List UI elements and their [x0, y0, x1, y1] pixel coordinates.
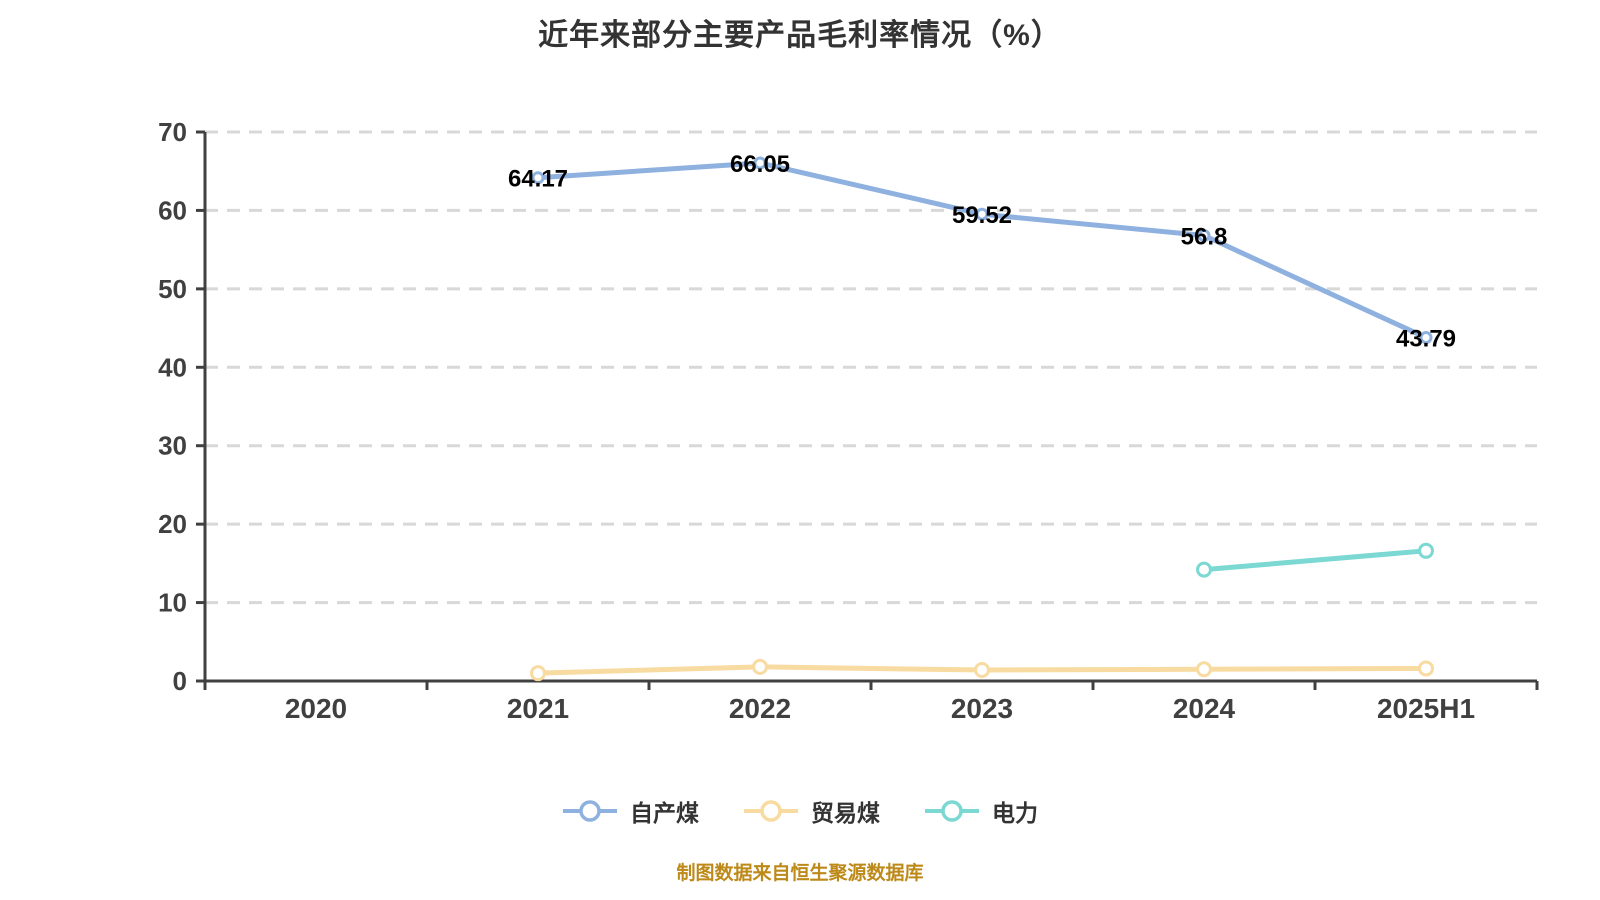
- x-axis-tick-label: 2023: [951, 693, 1013, 724]
- x-axis-tick-label: 2024: [1173, 693, 1236, 724]
- y-axis-tick-label: 30: [158, 431, 187, 461]
- y-axis-tick-label: 20: [158, 509, 187, 539]
- y-axis-tick-label: 70: [158, 117, 187, 147]
- data-point-label: 59.52: [952, 202, 1012, 229]
- axes: 0 10 20 30 40 50 60 70 2020 2021 2022 2023 2024 2025H…: [158, 117, 1539, 724]
- legend-marker-icon: [563, 800, 617, 822]
- series-2: [1196, 542, 1434, 578]
- legend-item-label: 电力: [992, 800, 1038, 826]
- y-axis-tick-label: 0: [173, 666, 187, 696]
- legend-item-贸易煤[interactable]: 贸易煤: [743, 794, 880, 828]
- y-axis-tick-label: 40: [158, 352, 187, 382]
- data-point-label: 56.8: [1181, 224, 1228, 251]
- chart-legend: 自产煤 贸易煤 电力: [0, 794, 1600, 828]
- data-point: [753, 156, 767, 170]
- y-axis-tick-label: 50: [158, 274, 187, 304]
- data-point: [1196, 661, 1212, 678]
- legend-marker-icon: [744, 800, 798, 822]
- legend-item-label: 自产煤: [630, 800, 699, 826]
- grid-lines: [205, 130, 1537, 605]
- data-point: [1418, 542, 1434, 559]
- chart-title: 近年来部分主要产品毛利率情况（%）: [538, 19, 1062, 52]
- data-point: [975, 207, 989, 221]
- data-point: [530, 665, 546, 682]
- data-point-label: 64.17: [508, 166, 568, 193]
- series-0: 64.17 66.05 59.52 56.8 43.79: [508, 151, 1456, 353]
- data-point: [974, 662, 990, 679]
- data-point: [1419, 331, 1433, 345]
- line-chart-canvas: 0 10 20 30 40 50 60 70 2020 2021 2022 2023 2024 2025H…: [158, 117, 1539, 724]
- data-point: [1418, 660, 1434, 677]
- data-point-label: 66.05: [730, 151, 790, 178]
- series-1: [530, 658, 1434, 682]
- y-axis-tick-label: 10: [158, 588, 187, 618]
- data-point: [752, 658, 768, 675]
- data-source-credit: 制图数据来自恒生聚源数据库: [676, 863, 924, 884]
- legend-item-自产煤[interactable]: 自产煤: [562, 794, 699, 828]
- x-axis-tick-label: 2020: [285, 693, 347, 724]
- x-axis-tick-label: 2021: [507, 693, 569, 724]
- data-point: [531, 171, 545, 185]
- x-axis-tick-label: 2022: [729, 693, 791, 724]
- data-point: [1197, 229, 1211, 243]
- legend-marker-icon: [925, 800, 979, 822]
- y-axis-tick-label: 60: [158, 195, 187, 225]
- data-point: [1196, 561, 1212, 578]
- data-point-label: 43.79: [1396, 326, 1456, 353]
- legend-item-label: 贸易煤: [811, 800, 880, 826]
- x-axis-tick-label: 2025H1: [1377, 693, 1475, 724]
- legend-item-电力[interactable]: 电力: [924, 794, 1038, 828]
